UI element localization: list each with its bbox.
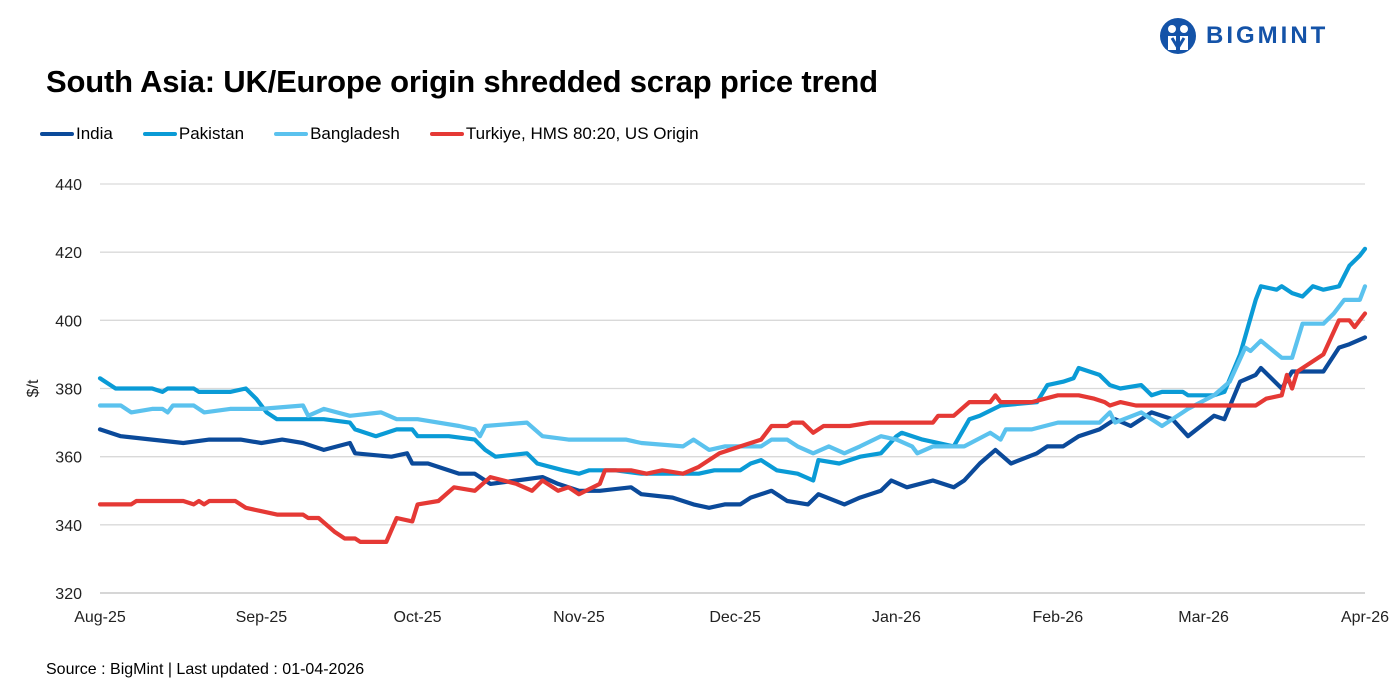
x-tick-label: Feb-26 — [1033, 609, 1084, 626]
x-tick-label: Sep-25 — [236, 609, 288, 626]
y-tick-label: 440 — [55, 177, 82, 194]
x-tick-label: Oct-25 — [394, 609, 442, 626]
legend-label: Turkiye, HMS 80:20, US Origin — [465, 124, 699, 143]
legend-swatch — [274, 132, 309, 136]
x-tick-label: Dec-25 — [709, 609, 761, 626]
legend-label: Bangladesh — [310, 124, 400, 143]
y-tick-label: 380 — [55, 382, 82, 399]
x-tick-label: Apr-26 — [1341, 609, 1389, 626]
legend-swatch — [429, 132, 464, 136]
x-tick-label: Jan-26 — [872, 609, 921, 626]
series-line-bangladesh — [97, 284, 1368, 456]
legend-swatch — [142, 132, 177, 136]
x-tick-label: Aug-25 — [74, 609, 126, 626]
y-axis-label: $/t — [25, 379, 42, 397]
legend-item: Turkiye, HMS 80:20, US Origin — [429, 124, 699, 144]
legend-swatch — [40, 132, 74, 136]
y-tick-label: 400 — [55, 313, 82, 330]
logo-text: BIGMINT — [1206, 22, 1329, 49]
legend-label: India — [76, 124, 113, 143]
bigmint-logo-icon — [1160, 18, 1196, 54]
legend-label: Pakistan — [178, 124, 245, 143]
bigmint-logo: BIGMINT — [1158, 16, 1328, 56]
legend-item: Pakistan — [142, 124, 245, 144]
chart-title: South Asia: UK/Europe origin shredded sc… — [46, 64, 878, 99]
y-tick-label: 340 — [55, 518, 82, 535]
y-tick-label: 320 — [55, 586, 82, 603]
series-line-india — [97, 335, 1368, 510]
source-note: Source : BigMint | Last updated : 01-04-… — [46, 661, 365, 678]
series-line-turkiye — [97, 311, 1368, 544]
legend-item: India — [40, 124, 113, 144]
y-tick-label: 420 — [55, 245, 82, 262]
y-tick-label: 360 — [55, 450, 82, 467]
x-tick-label: Mar-26 — [1178, 609, 1229, 626]
legend: India Pakistan Bangladesh Turkiye, HMS 80:2… — [40, 124, 729, 144]
legend-item: Bangladesh — [274, 124, 400, 144]
x-tick-label: Nov-25 — [553, 609, 605, 626]
